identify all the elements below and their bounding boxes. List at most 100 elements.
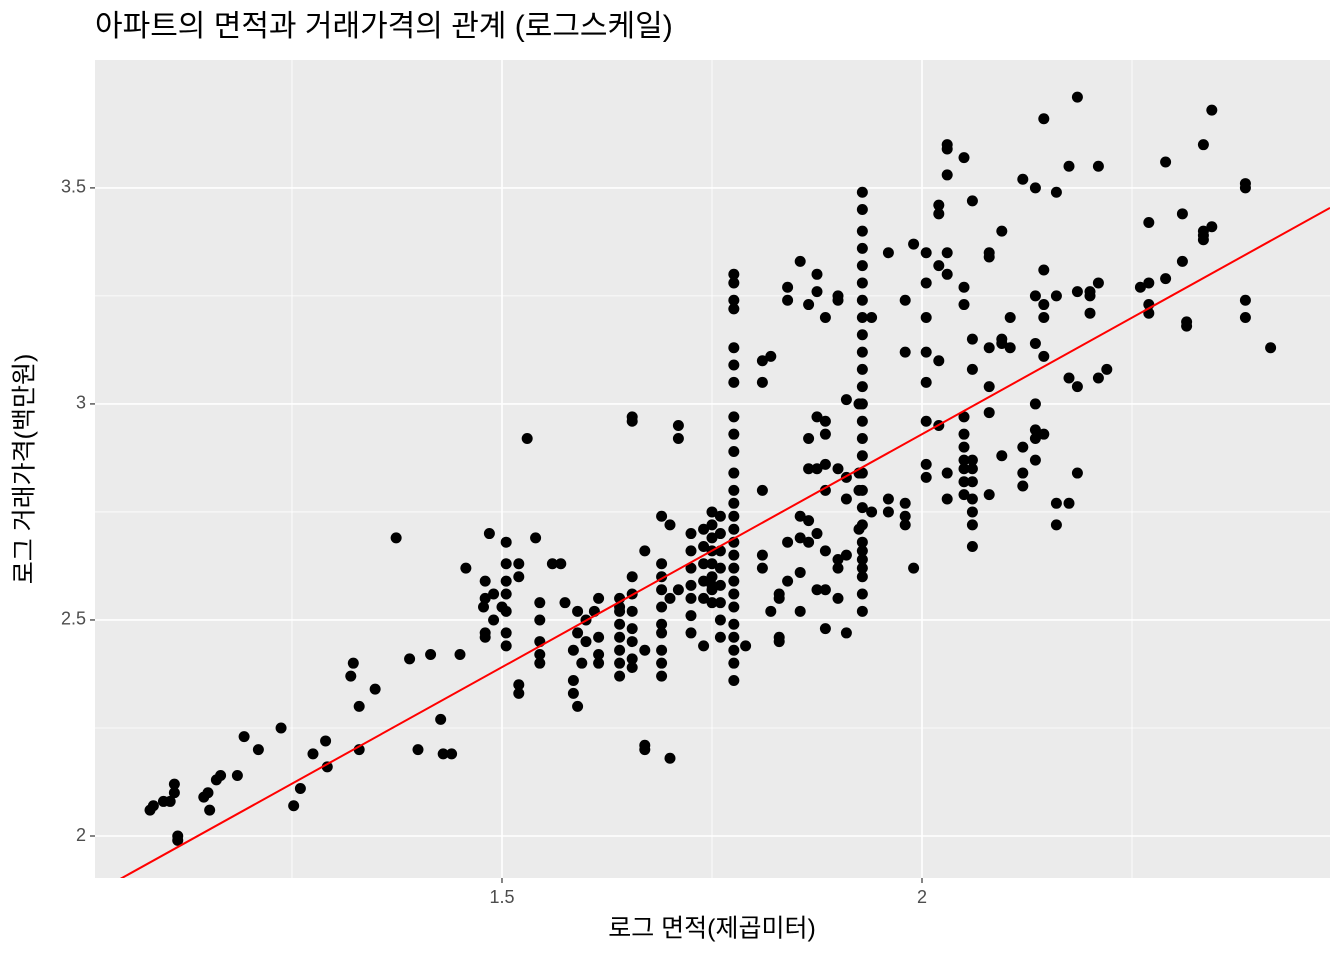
point [698, 592, 710, 604]
point [656, 627, 668, 639]
point [369, 683, 381, 695]
point [390, 532, 402, 544]
point [983, 381, 995, 393]
point [856, 329, 868, 341]
point [983, 489, 995, 501]
point [567, 674, 579, 686]
point [840, 549, 852, 561]
point [1063, 372, 1075, 384]
point [740, 640, 752, 652]
point [811, 286, 823, 298]
point [832, 553, 844, 565]
point [856, 312, 868, 324]
point [572, 605, 584, 617]
point [1181, 320, 1193, 332]
point [803, 299, 815, 311]
point [728, 277, 740, 289]
x-tick-label: 2 [917, 887, 927, 907]
point [1017, 173, 1029, 185]
point [147, 800, 159, 812]
point [966, 195, 978, 207]
point [765, 350, 777, 362]
point [593, 657, 605, 669]
point [856, 536, 868, 548]
point [567, 687, 579, 699]
point [1038, 264, 1050, 276]
point [576, 657, 588, 669]
point [882, 493, 894, 505]
point [899, 497, 911, 509]
point [856, 242, 868, 254]
point [706, 506, 718, 518]
point [899, 519, 911, 531]
point [856, 502, 868, 514]
point [639, 644, 651, 656]
point [933, 355, 945, 367]
point [626, 605, 638, 617]
point [856, 415, 868, 427]
point [728, 497, 740, 509]
point [966, 363, 978, 375]
point [856, 571, 868, 583]
point [832, 294, 844, 306]
point [567, 644, 579, 656]
point [794, 510, 806, 522]
point [856, 519, 868, 531]
point [856, 588, 868, 600]
point [958, 411, 970, 423]
point [856, 432, 868, 444]
point [856, 186, 868, 198]
point [941, 493, 953, 505]
point [479, 631, 491, 643]
point [908, 238, 920, 250]
point [856, 553, 868, 565]
point [1029, 182, 1041, 194]
point [1239, 182, 1251, 194]
plot-panel [95, 60, 1330, 878]
point [933, 199, 945, 211]
point [1029, 432, 1041, 444]
point [819, 428, 831, 440]
point [856, 294, 868, 306]
point [1265, 342, 1277, 354]
point [1017, 441, 1029, 453]
y-tick-label: 3.5 [61, 177, 86, 197]
point [996, 225, 1008, 237]
point [1071, 286, 1083, 298]
point [593, 649, 605, 661]
point [811, 411, 823, 423]
point [856, 562, 868, 574]
point [1029, 424, 1041, 436]
point [706, 579, 718, 591]
point [698, 541, 710, 553]
point [1197, 234, 1209, 246]
point [685, 545, 697, 557]
point [307, 748, 319, 760]
point [1029, 290, 1041, 302]
point [672, 420, 684, 432]
point [626, 653, 638, 665]
point [1239, 312, 1251, 324]
point [614, 618, 626, 630]
point [172, 834, 184, 846]
point [728, 303, 740, 315]
point [1143, 216, 1155, 228]
point [728, 657, 740, 669]
point [435, 713, 447, 725]
point [958, 441, 970, 453]
point [513, 558, 525, 570]
point [773, 592, 785, 604]
point [656, 670, 668, 682]
point [728, 575, 740, 587]
point [534, 657, 546, 669]
point [478, 601, 490, 613]
point [958, 454, 970, 466]
point [572, 627, 584, 639]
point [345, 670, 357, 682]
point [728, 674, 740, 686]
point [756, 484, 768, 496]
point [811, 584, 823, 596]
point [1004, 312, 1016, 324]
point [454, 649, 466, 661]
